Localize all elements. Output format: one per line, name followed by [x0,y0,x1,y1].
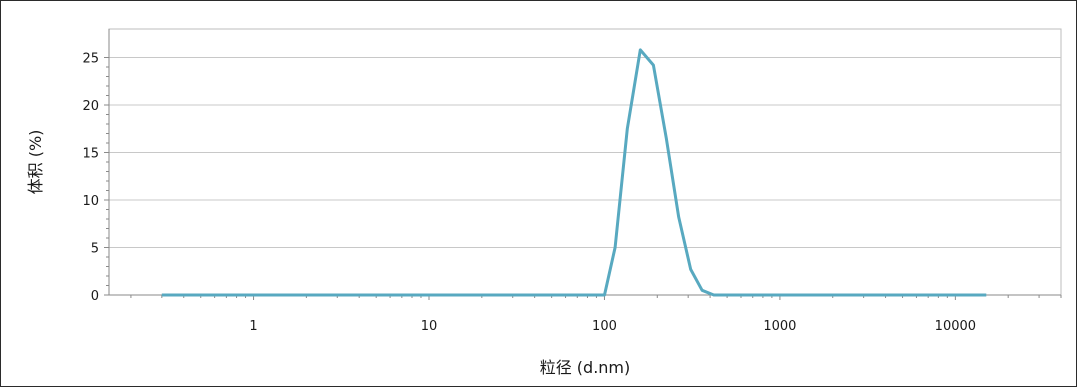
y-tick-label: 25 [82,52,99,67]
x-tick-label: 100 [592,319,617,334]
x-tick-label: 1 [249,319,257,334]
y-axis-title: 体积 (%) [26,130,45,195]
series-layer [161,48,987,297]
x-ticks: 1 10 100 1000 10000 [130,295,1062,334]
series-line [161,48,987,297]
grid-lines [109,57,1061,248]
plot-area [108,28,1062,296]
plot-border [108,28,1062,296]
y-tick-label: 0 [91,289,99,304]
y-ticks: 0 5 10 15 20 25 [82,52,109,304]
x-axis-title: 粒径 (d.nm) [540,358,631,377]
y-tick-label: 10 [82,194,99,209]
y-tick-label: 20 [82,99,99,114]
y-tick-label: 5 [91,242,99,257]
x-tick-label: 10000 [935,319,976,334]
y-tick-label: 15 [82,147,99,162]
x-tick-label: 1000 [763,319,796,334]
x-tick-label: 10 [421,319,438,334]
